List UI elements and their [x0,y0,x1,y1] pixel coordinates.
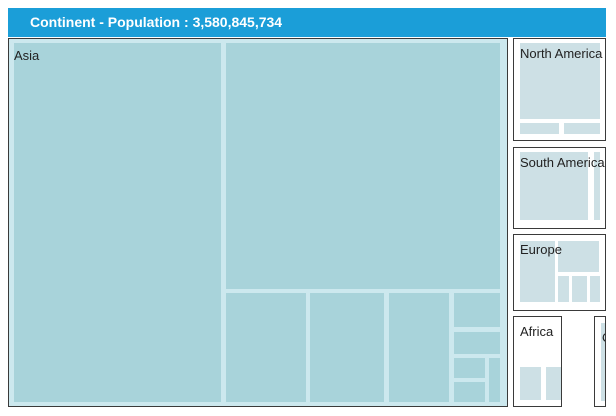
treemap-group-label: Europe [520,242,562,257]
treemap-cell[interactable] [520,367,541,400]
treemap-cell[interactable] [594,152,600,220]
treemap-cell[interactable] [454,358,485,378]
header-separator: - [95,14,108,30]
treemap-group-asia[interactable]: Asia [8,38,508,407]
treemap-cell[interactable] [601,323,605,401]
treemap-cell[interactable] [226,43,500,289]
treemap-cell[interactable] [489,358,500,402]
treemap-cell[interactable] [558,241,599,272]
treemap-cell[interactable] [520,241,555,302]
treemap-group-label: Asia [14,48,40,63]
header-total: 3,580,845,734 [192,14,283,30]
treemap-cell[interactable] [454,382,485,402]
treemap-cell[interactable] [14,43,221,402]
treemap-cell[interactable] [520,152,588,220]
treemap-group-label: South America [520,155,605,170]
treemap-group-europe[interactable]: Europe [513,234,606,311]
treemap-group-north-america[interactable]: North America [513,38,606,141]
treemap-cell[interactable] [564,123,600,134]
treemap-group-africa[interactable]: Africa [513,316,562,407]
treemap-group-label: Africa [520,324,554,339]
treemap-cell[interactable] [546,367,561,400]
treemap-group-south-america[interactable]: South America [513,147,606,229]
treemap-cell[interactable] [558,276,569,302]
treemap-cell[interactable] [454,332,500,354]
header-level-name: Continent [30,14,96,30]
treemap-cell[interactable] [572,276,587,302]
treemap-header: Continent - Population : 3,580,845,734 [8,8,606,37]
treemap-cell[interactable] [389,293,449,402]
treemap-cell[interactable] [590,276,600,302]
treemap-group-oceania[interactable]: O [594,316,606,407]
treemap-cell[interactable] [310,293,384,402]
treemap-cell[interactable] [226,293,306,402]
header-measure-label: Population : [107,14,189,30]
treemap-cell[interactable] [520,43,600,119]
treemap-group-label: O [602,330,605,345]
treemap-cell[interactable] [520,123,559,134]
treemap-cell[interactable] [454,293,500,327]
treemap-group-label: North America [520,46,603,61]
